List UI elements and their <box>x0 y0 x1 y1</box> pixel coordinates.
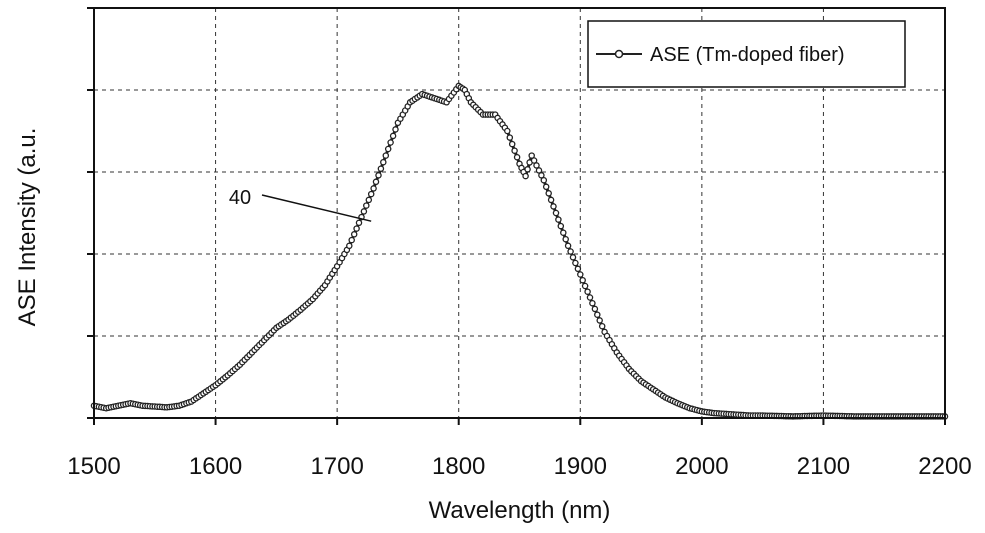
data-point <box>542 183 550 191</box>
data-point <box>586 294 594 301</box>
grid-layer <box>94 8 945 418</box>
data-point <box>598 322 606 330</box>
data-point <box>596 317 603 324</box>
data-point <box>511 147 518 154</box>
data-point <box>535 167 543 174</box>
data-point <box>504 127 511 135</box>
y-axis-title: ASE Intensity (a.u. <box>14 128 41 327</box>
data-point <box>377 165 385 172</box>
data-point <box>545 190 552 197</box>
data-point <box>384 145 392 153</box>
x-tick-label: 2200 <box>918 453 971 480</box>
annotation: 40 <box>229 187 372 222</box>
x-tick-label: 1900 <box>554 453 607 480</box>
data-point <box>572 259 579 267</box>
x-tick-label: 2100 <box>797 453 850 480</box>
annotation-label: 40 <box>229 187 251 209</box>
data-point <box>530 157 538 164</box>
data-point <box>560 229 567 236</box>
data-point <box>360 208 368 215</box>
legend-label: ASE (Tm-doped fiber) <box>650 44 845 66</box>
plot-frame <box>93 7 946 419</box>
data-point <box>375 172 382 179</box>
data-point <box>540 176 548 184</box>
data-point <box>508 140 516 148</box>
data-point <box>564 242 572 250</box>
series-line <box>93 84 945 418</box>
x-tick-labels: 1500 1600 1700 1800 1900 2000 2100 2200 <box>67 418 972 480</box>
x-tick-label: 2000 <box>675 453 728 480</box>
data-point <box>584 288 591 295</box>
data-point <box>372 178 380 186</box>
data-point <box>552 209 560 217</box>
data-point <box>363 202 370 209</box>
data-point <box>557 222 565 230</box>
x-tick-label: 1700 <box>310 453 363 480</box>
data-point <box>555 216 562 223</box>
data-point <box>579 276 586 284</box>
data-point <box>513 153 521 161</box>
data-point <box>528 152 535 159</box>
data-point <box>365 196 373 204</box>
data-point <box>346 242 353 250</box>
data-point <box>562 235 569 243</box>
data-point <box>574 265 582 273</box>
data-point <box>348 236 355 244</box>
data-point <box>591 305 599 313</box>
data-point <box>533 162 540 169</box>
series-layer <box>90 82 949 420</box>
data-point <box>538 172 545 179</box>
data-point <box>380 158 387 166</box>
y-tick-marks <box>87 7 94 419</box>
data-point <box>567 248 574 255</box>
data-point <box>577 271 584 278</box>
data-point <box>547 196 555 204</box>
data-point <box>355 219 363 227</box>
data-point <box>524 166 531 173</box>
x-tick-label: 1600 <box>189 453 242 480</box>
data-point <box>370 185 377 192</box>
legend-marker <box>614 49 624 59</box>
data-point <box>387 139 394 146</box>
data-point <box>522 172 529 180</box>
legend: ASE (Tm-doped fiber) <box>587 20 906 88</box>
annotation-leader-line <box>261 194 372 222</box>
data-point <box>594 311 601 318</box>
x-axis-title: Wavelength (nm) <box>429 497 611 524</box>
data-point <box>589 299 596 307</box>
data-point <box>550 203 557 210</box>
data-point <box>389 132 397 140</box>
data-point <box>382 152 390 159</box>
data-point <box>367 190 375 198</box>
data-point <box>569 254 577 261</box>
data-point <box>581 282 589 290</box>
data-point <box>392 126 399 133</box>
x-tick-label: 1500 <box>67 453 120 480</box>
data-point <box>506 134 514 141</box>
data-point <box>353 225 360 232</box>
data-point <box>350 231 358 238</box>
x-tick-label: 1800 <box>432 453 485 480</box>
